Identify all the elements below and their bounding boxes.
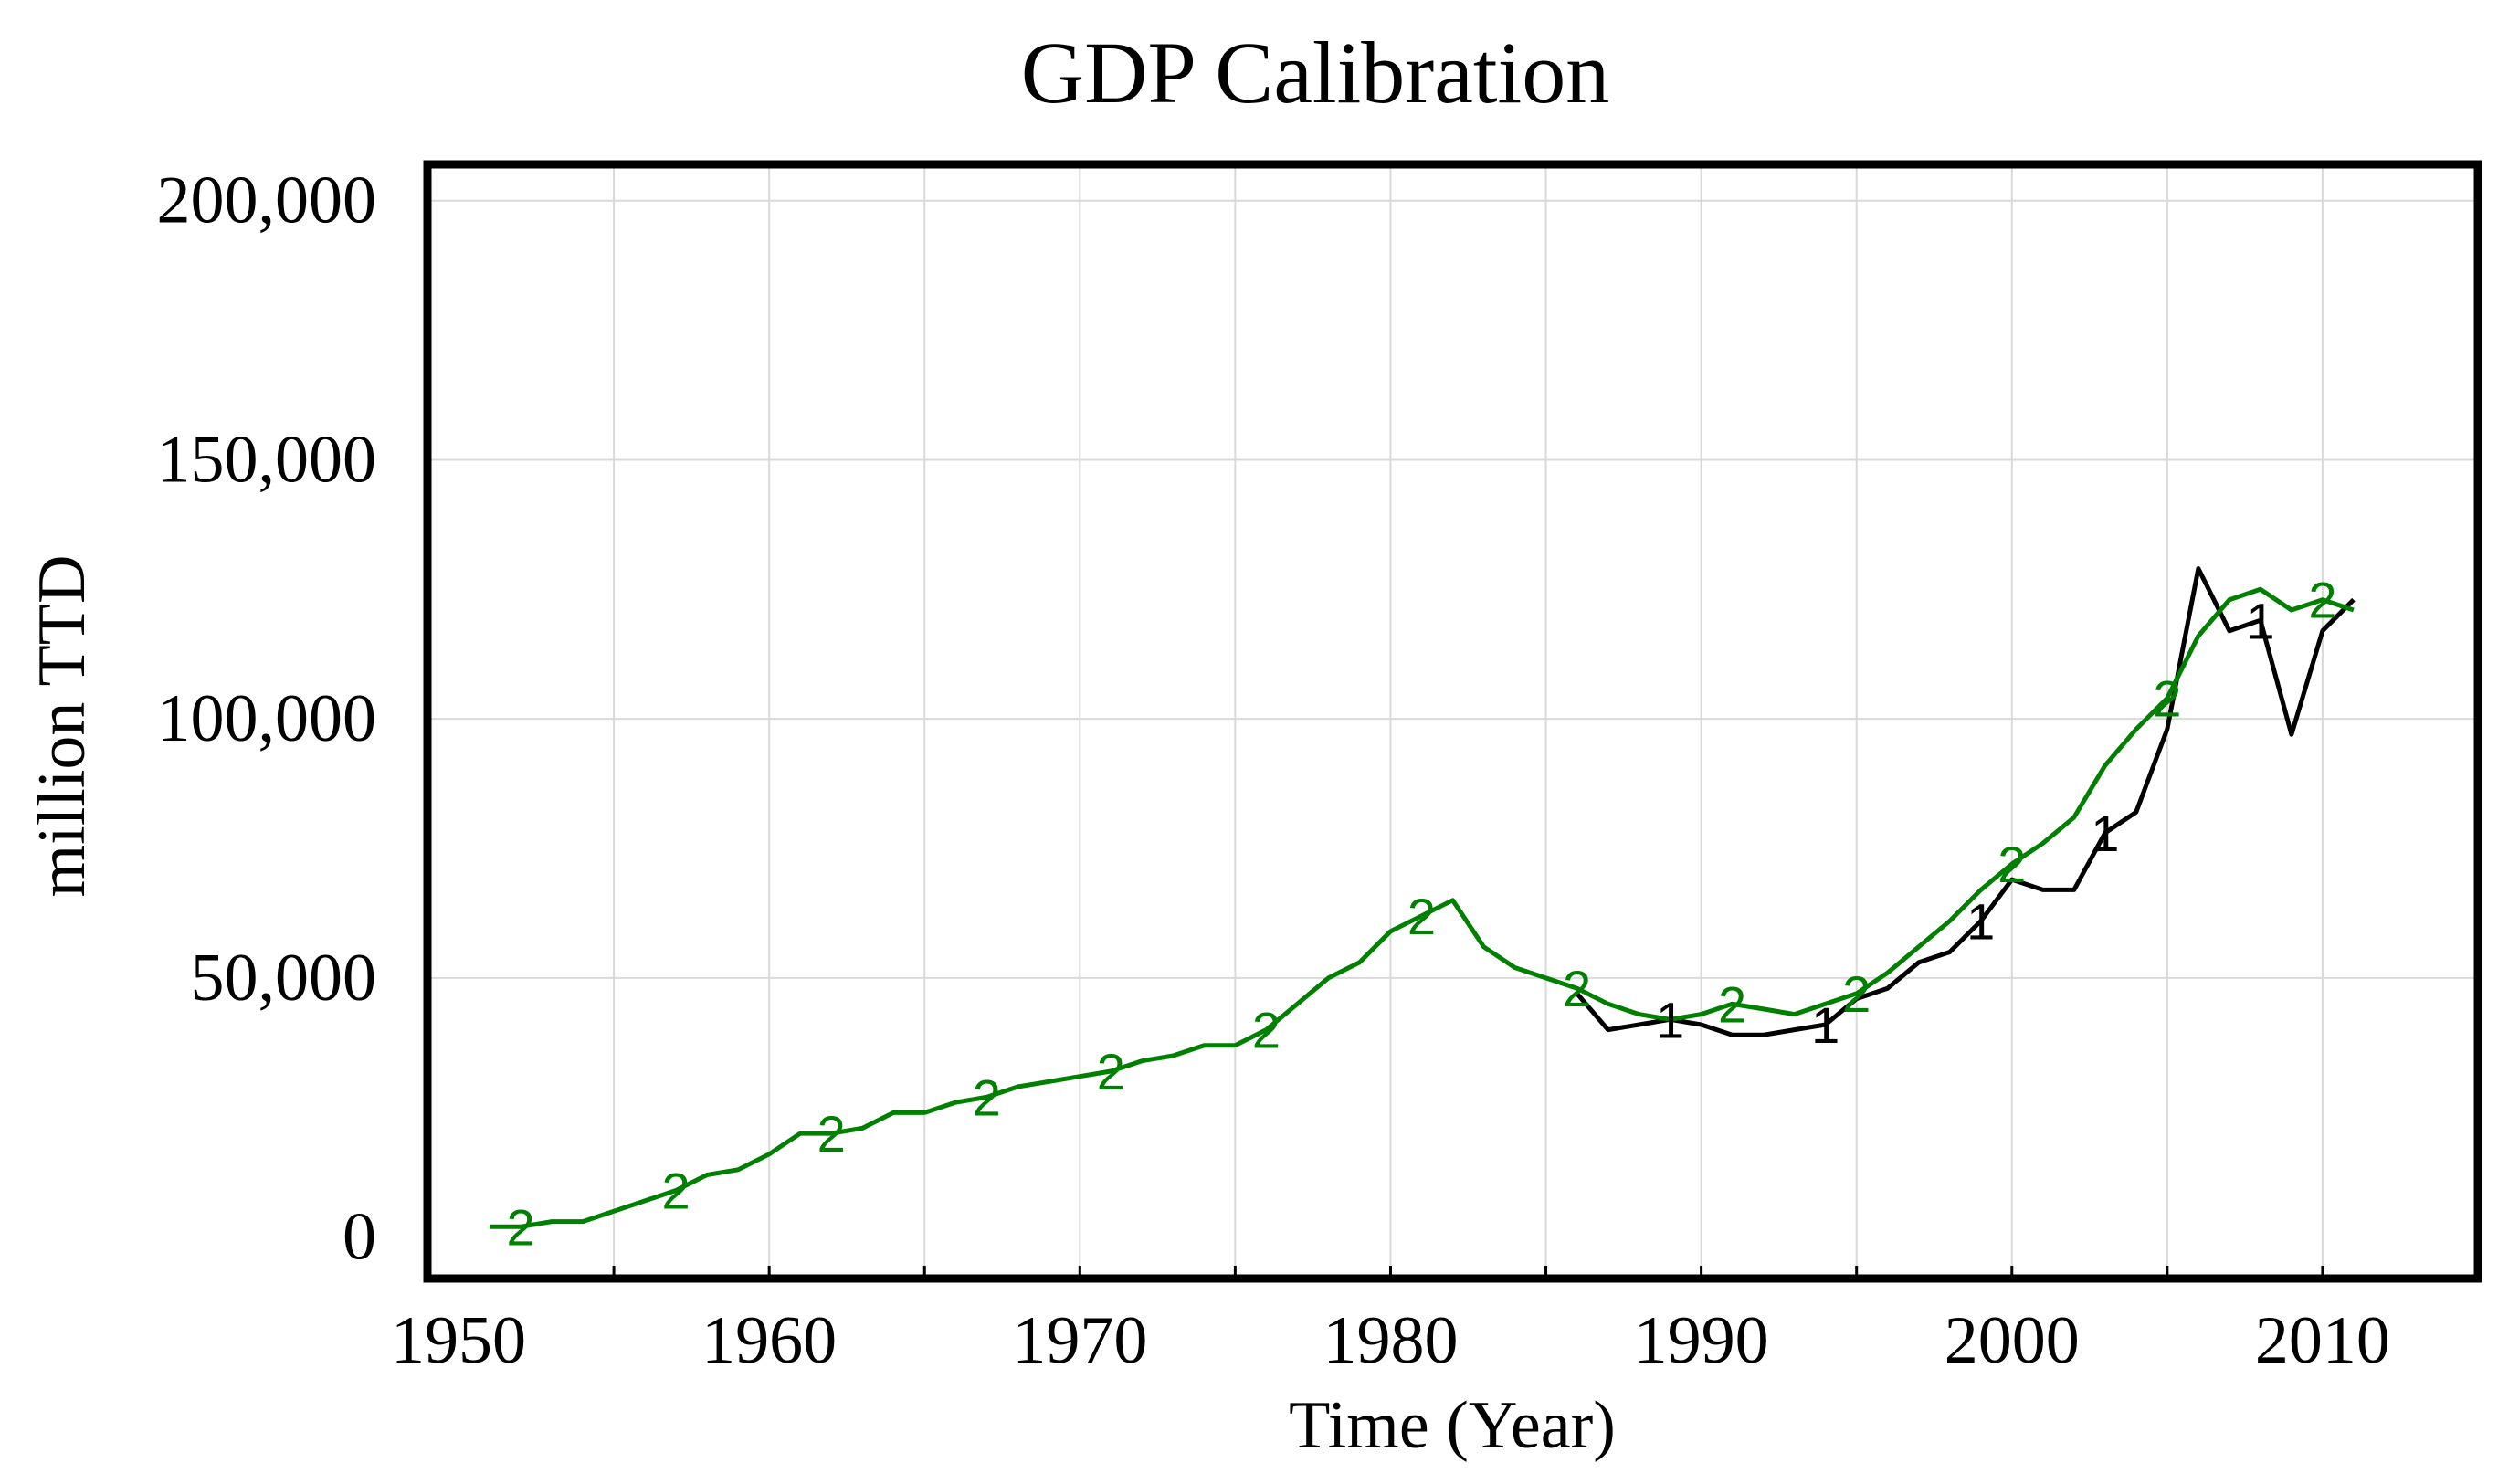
series-marker-2: 2 <box>2308 572 2336 629</box>
x-tick-label: 1990 <box>1634 1303 1769 1378</box>
x-tick-label: 1970 <box>1012 1303 1147 1378</box>
x-tick-label: 1950 <box>391 1303 526 1378</box>
grid-lines <box>427 164 2478 1279</box>
series-marker-2: 2 <box>1718 975 1746 1033</box>
y-axis-label: million TTD <box>25 555 100 898</box>
chart-title: GDP Calibration <box>1021 24 1609 121</box>
series-marker-2: 2 <box>1997 836 2026 893</box>
series-line-1 <box>1575 566 2356 1037</box>
series-marker-1: 1 <box>1811 996 1839 1054</box>
series-marker-2: 2 <box>1563 960 1591 1017</box>
y-tick-label: 150,000 <box>157 422 377 497</box>
series-marker-2: 2 <box>973 1068 1001 1126</box>
series-marker-2: 2 <box>1407 888 1436 945</box>
y-tick-label: 200,000 <box>157 163 377 238</box>
y-tick-label: 50,000 <box>191 941 377 1016</box>
y-axis-ticks: 0 50,000 100,000 150,000 200,000 <box>157 163 377 1275</box>
series-marker-1: 1 <box>2246 592 2274 649</box>
series-marker-2: 2 <box>1097 1043 1125 1100</box>
x-tick-label: 1980 <box>1323 1303 1458 1378</box>
series-marker-2: 2 <box>817 1105 846 1163</box>
series-marker-2: 2 <box>506 1198 534 1256</box>
series-lines <box>490 566 2356 1229</box>
series-marker-2: 2 <box>1252 1002 1281 1059</box>
series-marker-1: 1 <box>2091 805 2119 862</box>
x-tick-label: 2000 <box>1945 1303 2080 1378</box>
x-axis-label: Time (Year) <box>1289 1388 1616 1463</box>
y-tick-label: 100,000 <box>157 681 377 756</box>
x-tick-label: 2010 <box>2255 1303 2390 1378</box>
x-tick-label: 1960 <box>701 1303 837 1378</box>
y-tick-label: 0 <box>343 1200 376 1275</box>
series-marker-1: 1 <box>1966 892 1995 950</box>
series-line-2 <box>490 586 2355 1229</box>
series-marker-2: 2 <box>2153 669 2181 727</box>
series-marker-1: 1 <box>1656 991 1684 1048</box>
series-marker-2: 2 <box>1842 965 1871 1023</box>
series-marker-2: 2 <box>662 1163 690 1220</box>
x-axis-ticks: 1950 1960 1970 1980 1990 2000 2010 <box>391 1266 2390 1378</box>
plot-frame <box>423 160 2482 1283</box>
